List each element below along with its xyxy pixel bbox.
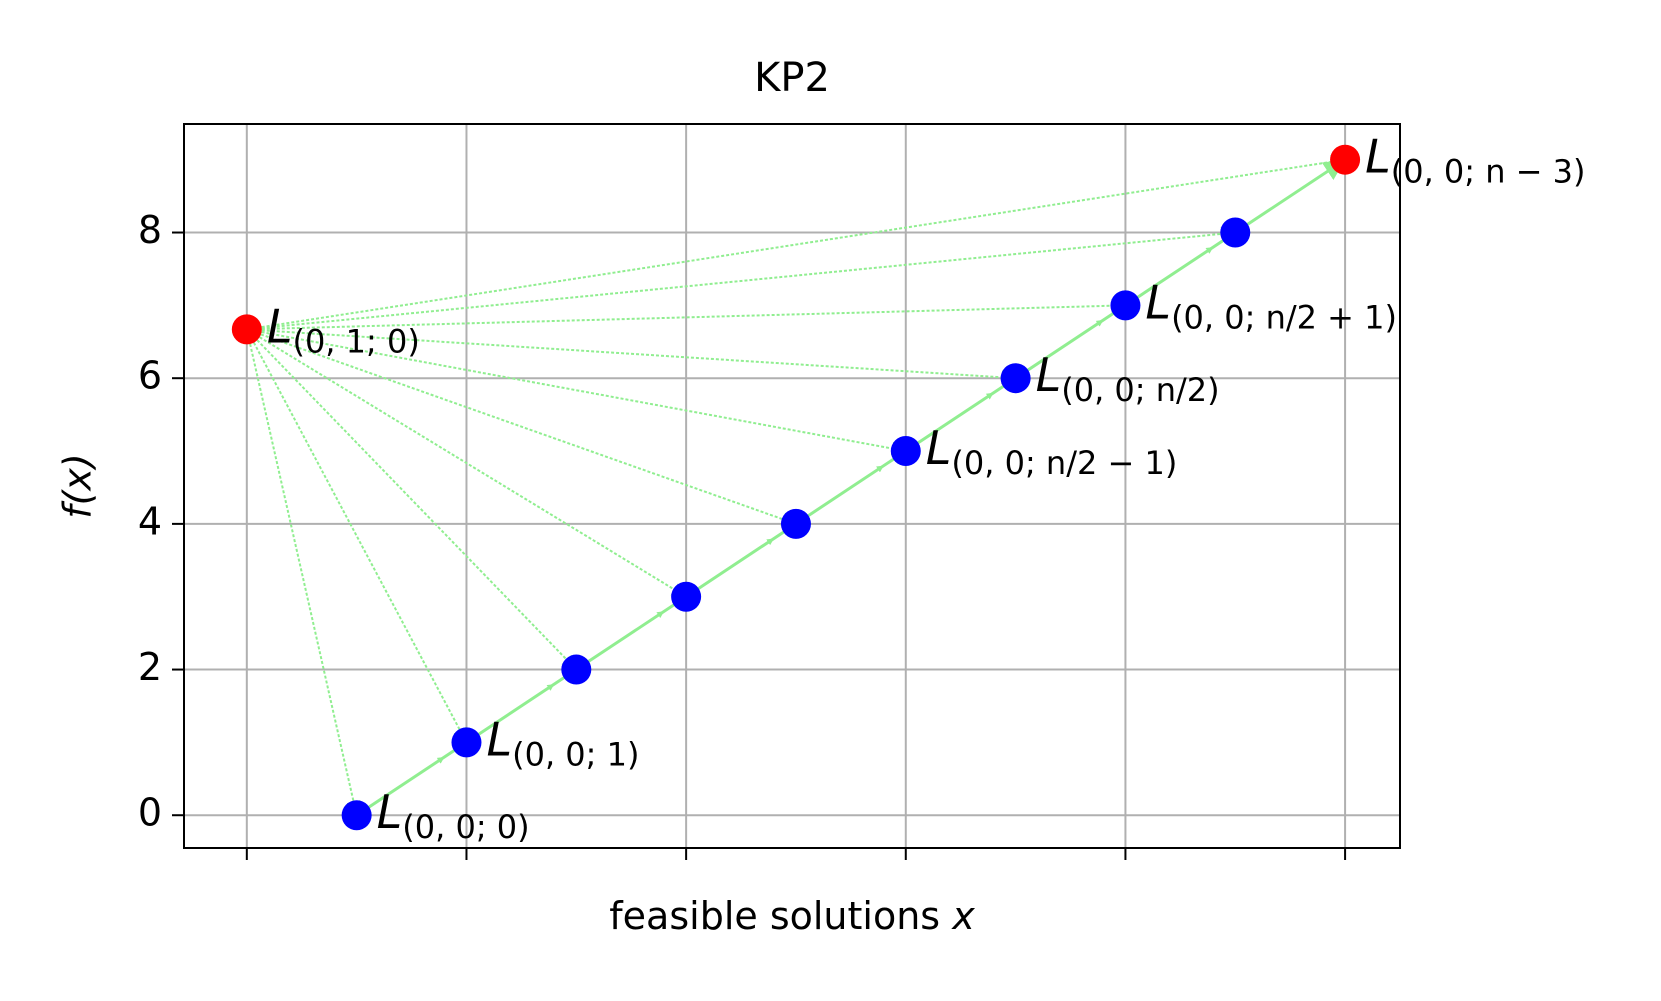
point-label-main: L bbox=[1145, 275, 1171, 329]
point-label: L(0, 0; n/2 + 1) bbox=[1145, 275, 1397, 337]
point-label-sub: (0, 0; n/2) bbox=[1061, 371, 1219, 409]
y-axis-label: f(x) bbox=[56, 453, 100, 519]
point bbox=[890, 436, 921, 467]
dotted-arrow bbox=[246, 154, 1346, 331]
point-label-sub: (0, 0; 1) bbox=[512, 735, 639, 773]
dotted-arrow bbox=[245, 329, 361, 816]
point-label-main: L bbox=[486, 712, 512, 766]
point-label: L(0, 0; n/2 − 1) bbox=[926, 421, 1178, 483]
point-label-sub: (0, 0; 0) bbox=[402, 808, 529, 846]
solid-arrow bbox=[1234, 158, 1346, 234]
point-label-main: L bbox=[926, 421, 952, 475]
point-label: L(0, 0; n − 3) bbox=[1365, 129, 1585, 191]
y-tick-label: 4 bbox=[138, 499, 162, 543]
dotted-arrow bbox=[246, 328, 578, 671]
point-label: L(0, 0; 0) bbox=[377, 785, 530, 847]
dotted-arrow bbox=[246, 328, 1016, 385]
point-label-sub: (0, 0; n − 3) bbox=[1391, 153, 1586, 191]
dotted-arrow bbox=[246, 328, 797, 526]
point bbox=[1110, 290, 1141, 321]
point bbox=[231, 314, 262, 345]
point bbox=[1000, 363, 1031, 394]
point-label-sub: (0, 0; n/2 − 1) bbox=[951, 444, 1177, 482]
x-axis-label-symbol: x bbox=[951, 894, 975, 938]
point-label-main: L bbox=[1365, 129, 1391, 183]
dotted-arrow bbox=[246, 328, 906, 456]
plot-frame bbox=[183, 123, 1401, 849]
point-label-main: L bbox=[1036, 348, 1062, 402]
point-label-sub: (0, 0; n/2 + 1) bbox=[1171, 298, 1397, 336]
point bbox=[1220, 217, 1251, 248]
point-label-sub: (0, 1; 0) bbox=[292, 322, 419, 360]
point bbox=[561, 654, 592, 685]
x-axis-label: feasible solutions x bbox=[609, 894, 975, 938]
y-tick-label: 8 bbox=[138, 208, 162, 252]
dotted-arrow bbox=[246, 328, 687, 598]
point-label-main: L bbox=[377, 785, 403, 839]
point-label: L(0, 0; n/2) bbox=[1036, 348, 1220, 410]
point bbox=[341, 800, 372, 831]
point bbox=[1330, 144, 1361, 175]
y-tick-label: 6 bbox=[138, 354, 162, 398]
point bbox=[451, 727, 482, 758]
point-label: L(0, 0; 1) bbox=[486, 712, 639, 774]
point-label: L(0, 1; 0) bbox=[267, 299, 420, 361]
point bbox=[780, 508, 811, 539]
dotted-arrow bbox=[246, 226, 1236, 331]
point-label-main: L bbox=[267, 299, 293, 353]
x-axis-label-text: feasible solutions bbox=[609, 894, 940, 938]
chart-title: KP2 bbox=[754, 55, 830, 101]
y-tick-label: 2 bbox=[138, 645, 162, 689]
dotted-arrow bbox=[246, 298, 1126, 331]
y-tick-label: 0 bbox=[138, 791, 162, 835]
dotted-arrow bbox=[245, 328, 468, 743]
point bbox=[671, 581, 702, 612]
